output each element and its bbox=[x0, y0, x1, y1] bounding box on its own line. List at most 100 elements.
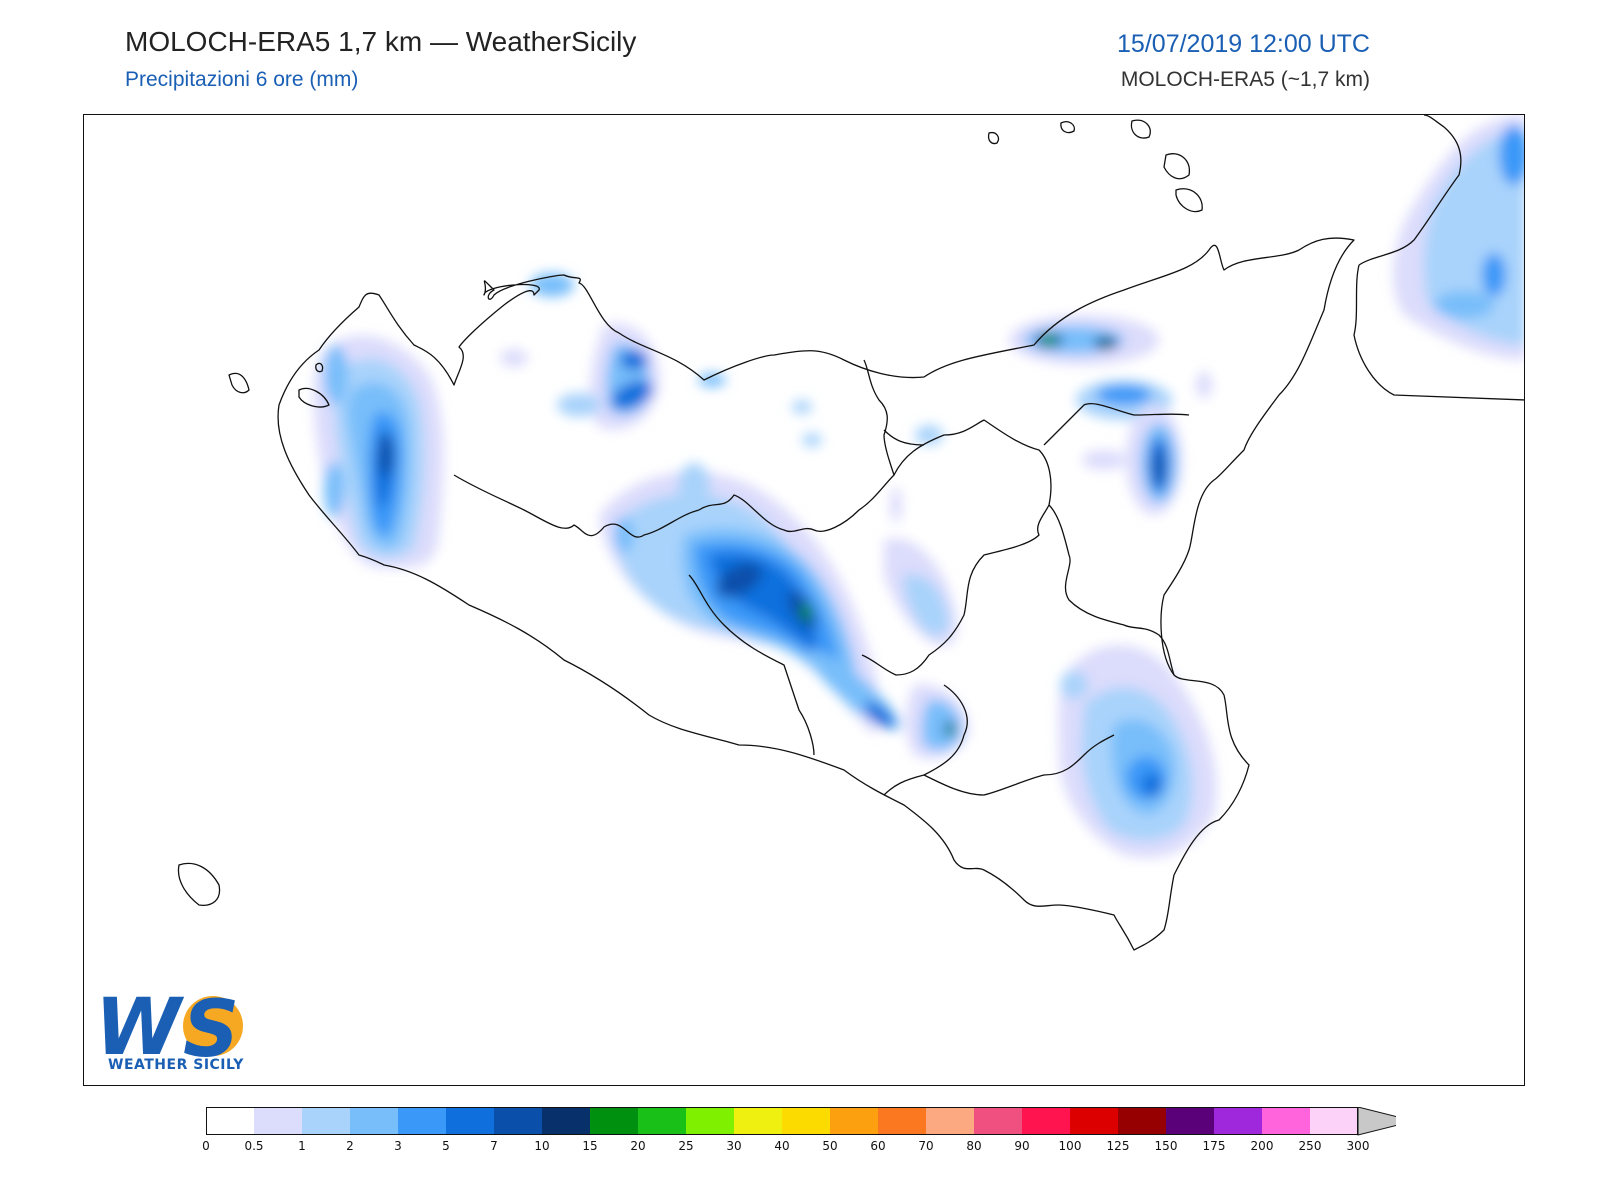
island-egadi-3 bbox=[315, 362, 324, 373]
colorbar-segment bbox=[590, 1107, 638, 1135]
precip-spot-ne5 bbox=[1196, 371, 1212, 399]
island-alicudi bbox=[1060, 121, 1075, 134]
province-border-6 bbox=[1043, 403, 1190, 446]
colorbar-tick-label: 200 bbox=[1250, 1139, 1274, 1153]
model-label: MOLOCH-ERA5 (~1,7 km) bbox=[1120, 68, 1370, 91]
colorbar-segment bbox=[830, 1107, 878, 1135]
precip-max-south-east bbox=[948, 726, 954, 734]
province-border-8 bbox=[923, 734, 1115, 796]
colorbar-tick-label: 80 bbox=[966, 1139, 982, 1153]
precip-core-northcentral bbox=[611, 380, 653, 410]
colorbar-tick-label: 5 bbox=[442, 1139, 450, 1153]
precip-core-calabria3 bbox=[1499, 125, 1524, 185]
precip-spot-n5 bbox=[792, 400, 812, 414]
map-subtitle: Precipitazioni 6 ore (mm) bbox=[125, 68, 359, 91]
colorbar-segment bbox=[1070, 1107, 1118, 1135]
precip-core-central1 bbox=[716, 562, 762, 598]
precip-spot-n2 bbox=[557, 393, 601, 417]
colorbar-tick-label: 70 bbox=[918, 1139, 934, 1153]
island-egadi-2 bbox=[298, 387, 330, 408]
colorbar-tick-label: 175 bbox=[1202, 1139, 1226, 1153]
colorbar-segment bbox=[1310, 1107, 1358, 1135]
precip-core-calabria bbox=[1434, 291, 1494, 319]
map-canvas bbox=[177, 115, 1524, 951]
colorbar-segment bbox=[206, 1107, 254, 1135]
colorbar-tick-label: 90 bbox=[1014, 1139, 1030, 1153]
island-egadi-1 bbox=[228, 372, 250, 394]
precip-spot-c2 bbox=[678, 463, 710, 507]
colorbar-tick-label: 0.5 bbox=[244, 1139, 264, 1153]
precip-core-calabria2 bbox=[1482, 253, 1506, 297]
precip-max-central bbox=[801, 603, 811, 621]
colorbar-tick-label: 2 bbox=[346, 1139, 354, 1153]
calabria-coastline bbox=[1358, 115, 1462, 266]
colorbar-tick-label: 100 bbox=[1058, 1139, 1082, 1153]
precip-area-south-east-c3 bbox=[921, 699, 962, 751]
colorbar-segment bbox=[542, 1107, 590, 1135]
precip-fields bbox=[313, 115, 1524, 859]
precip-area-ne2-c3 bbox=[1096, 385, 1152, 405]
colorbar-tick-label: 125 bbox=[1106, 1139, 1130, 1153]
colorbar-tick-label: 25 bbox=[678, 1139, 694, 1153]
svg-text:W: W bbox=[95, 983, 185, 1073]
sicily-coastline bbox=[277, 237, 1355, 951]
precip-core-west bbox=[378, 433, 394, 477]
precip-spot-n6 bbox=[802, 433, 822, 447]
colorbar-segment bbox=[1166, 1107, 1214, 1135]
valid-datetime: 15/07/2019 12:00 UTC bbox=[1117, 30, 1370, 58]
precip-spot-n3 bbox=[698, 373, 726, 387]
colorbar-segment bbox=[926, 1107, 974, 1135]
precip-spot-n4 bbox=[500, 349, 528, 367]
province-border-2 bbox=[698, 359, 895, 533]
precip-small-west2 bbox=[324, 462, 344, 518]
precip-spot-ec1 bbox=[915, 425, 943, 445]
colorbar-segment bbox=[494, 1107, 542, 1135]
coastlines bbox=[177, 115, 1524, 951]
colorbar-tick-label: 250 bbox=[1298, 1139, 1322, 1153]
precip-max-ne2 bbox=[1101, 340, 1111, 346]
colorbar-segment bbox=[782, 1107, 830, 1135]
colorbar-segment bbox=[686, 1107, 734, 1135]
colorbar-tick-label: 10 bbox=[534, 1139, 550, 1153]
colorbar-segment bbox=[350, 1107, 398, 1135]
colorbar-tick-label: 60 bbox=[870, 1139, 886, 1153]
colorbar-tick-label: 3 bbox=[394, 1139, 402, 1153]
island-marettimo bbox=[177, 862, 221, 906]
calabria-coastline-south bbox=[1353, 264, 1524, 401]
island-salina bbox=[1163, 153, 1191, 180]
colorbar-tick-label: 150 bbox=[1154, 1139, 1178, 1153]
precip-band-southcentral2 bbox=[864, 701, 894, 729]
colorbar-tick-label: 300 bbox=[1346, 1139, 1370, 1153]
colorbar-segment bbox=[974, 1107, 1022, 1135]
colorbar-tick-label: 50 bbox=[822, 1139, 838, 1153]
province-border-4 bbox=[861, 419, 1052, 676]
logo-wordmark: WEATHER SICILY bbox=[108, 1057, 244, 1073]
colorbar-segment bbox=[638, 1107, 686, 1135]
colorbar-segment bbox=[734, 1107, 782, 1135]
precip-core-se2 bbox=[1142, 773, 1162, 797]
colorbar-segment bbox=[254, 1107, 302, 1135]
colorbar-segment bbox=[1022, 1107, 1070, 1135]
colorbar-tick-label: 30 bbox=[726, 1139, 742, 1153]
colorbar-overflow-arrow bbox=[1357, 1107, 1396, 1136]
colorbar-segment bbox=[1262, 1107, 1310, 1135]
precip-core-northcentral2 bbox=[620, 350, 648, 370]
island-lipari bbox=[1175, 188, 1203, 213]
colorbar-segment bbox=[398, 1107, 446, 1135]
colorbar-segment bbox=[878, 1107, 926, 1135]
weathersicily-logo: W S bbox=[95, 983, 243, 1075]
province-border-5 bbox=[883, 684, 968, 796]
precip-max-ne1 bbox=[1042, 336, 1056, 344]
colorbar-tick-label: 15 bbox=[582, 1139, 598, 1153]
colorbar-segment bbox=[1118, 1107, 1166, 1135]
province-border-1 bbox=[453, 474, 700, 538]
precipitation-map bbox=[83, 114, 1525, 1086]
precip-area-eastcentral-c2 bbox=[903, 574, 949, 636]
precip-spot-ne4 bbox=[1082, 450, 1126, 470]
colorbar-segment bbox=[302, 1107, 350, 1135]
colorbar-tick-label: 1 bbox=[298, 1139, 306, 1153]
precip-spot-ec2 bbox=[890, 487, 902, 523]
svg-text:S: S bbox=[183, 985, 239, 1075]
colorbar-segment bbox=[446, 1107, 494, 1135]
colorbar-tick-label: 20 bbox=[630, 1139, 646, 1153]
